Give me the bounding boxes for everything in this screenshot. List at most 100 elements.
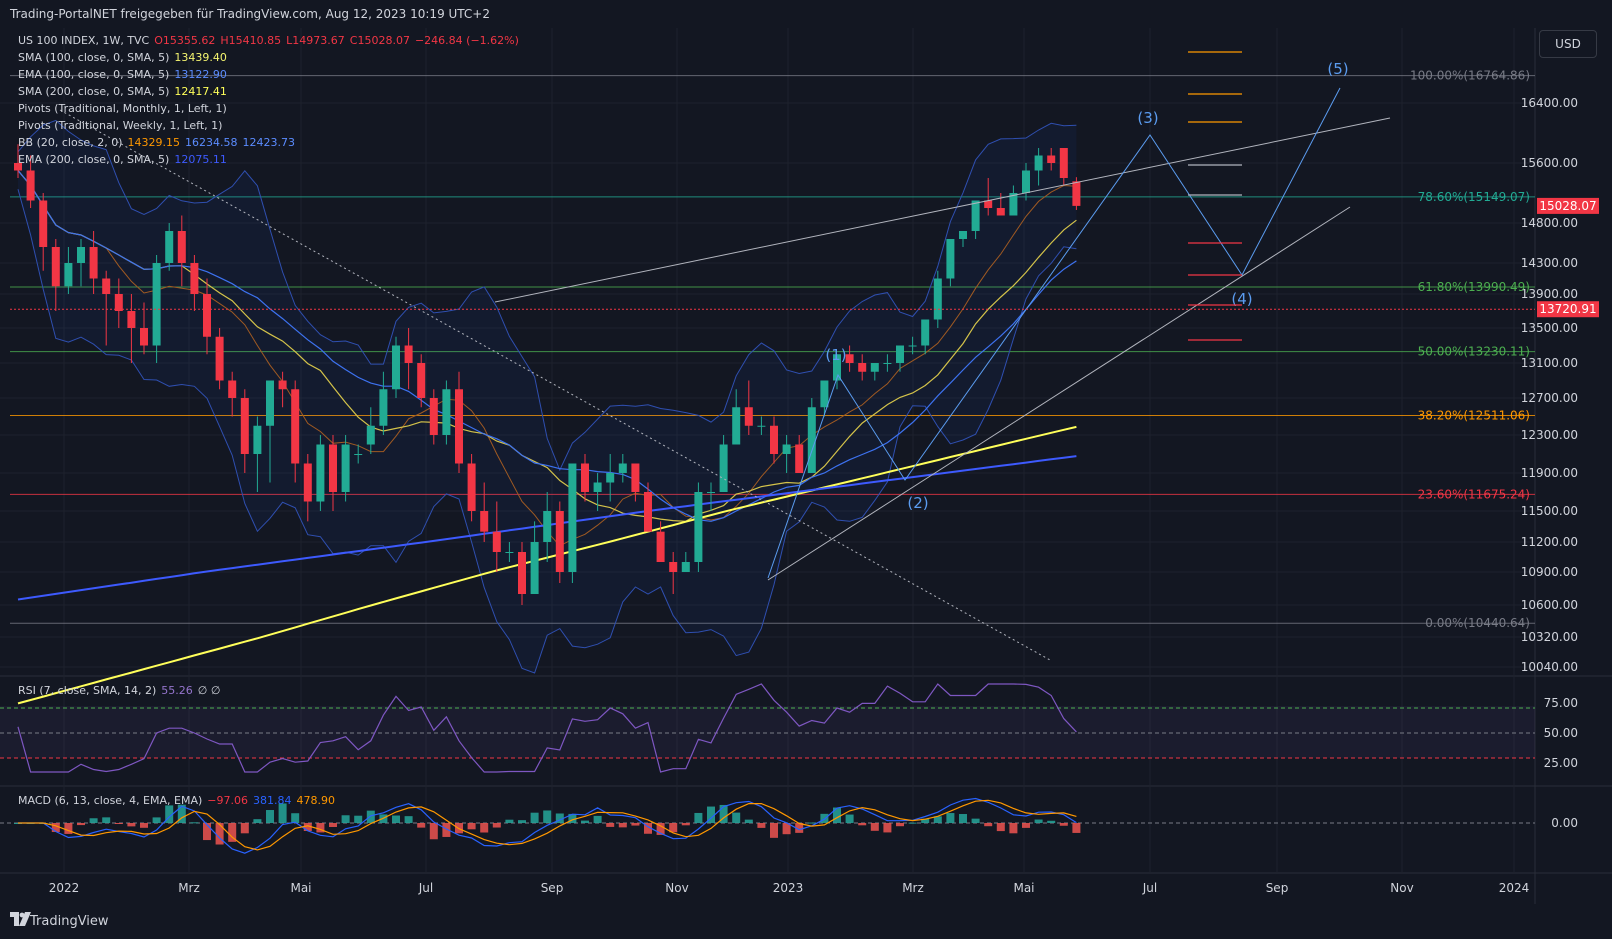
time-tick-label: Jul: [418, 881, 433, 895]
footer-brand: TradingView: [30, 914, 109, 929]
legend-close: C15028.07: [349, 34, 410, 47]
macd-histogram-bar: [606, 823, 615, 827]
candle-body: [971, 200, 980, 231]
macd-histogram-bar: [492, 823, 501, 828]
candle-body: [89, 247, 98, 279]
rsi-tick-label: 75.00: [1544, 696, 1578, 710]
macd-histogram-bar: [858, 823, 867, 826]
macd-histogram-bar: [996, 823, 1005, 832]
legend-sma200-value: 12417.41: [174, 85, 227, 98]
macd-histogram-bar: [656, 823, 665, 835]
candle-body: [215, 336, 224, 381]
wave-label: (2): [907, 494, 928, 512]
macd-histogram-bar: [228, 823, 237, 842]
macd-histogram-bar: [152, 817, 161, 823]
legend-pivw-label: Pivots (Traditional, Weekly, 1, Left, 1): [18, 119, 223, 132]
candle-body: [795, 444, 804, 473]
wave-label: (5): [1327, 60, 1348, 78]
candle-body: [644, 492, 652, 532]
candle-body: [341, 444, 350, 492]
macd-histogram-bar: [593, 815, 602, 823]
macd-histogram-bar: [51, 823, 60, 833]
legend-sma200: SMA (200, close, 0, SMA, 5) 12417.41: [18, 85, 232, 98]
fib-level-label: 50.00%(13230.11): [1418, 345, 1530, 359]
time-tick-label: Nov: [665, 881, 688, 895]
candle-body: [14, 163, 22, 171]
candle-body: [102, 278, 111, 294]
candle-body: [177, 231, 186, 263]
legend-sma200-label: SMA (200, close, 0, SMA, 5): [18, 85, 170, 98]
macd-histogram-bar: [64, 823, 73, 834]
candle-body: [64, 263, 73, 287]
macd-histogram-bar: [278, 803, 287, 823]
macd-histogram-bar: [921, 818, 930, 823]
candle-body: [883, 363, 892, 364]
candle-body: [858, 363, 867, 372]
macd-histogram-bar: [694, 812, 703, 823]
fib-level-label: 100.00%(16764.86): [1410, 69, 1530, 83]
time-tick-label: 2022: [49, 881, 80, 895]
macd-histogram-bar: [1072, 823, 1081, 833]
macd-histogram-bar: [795, 823, 804, 833]
last-price-badge: 15028.07: [1539, 199, 1596, 213]
candle-body: [1059, 148, 1068, 178]
elliott-wave-path: [767, 87, 1341, 579]
macd-histogram-bar: [505, 819, 514, 823]
price-tick-label: 10040.00: [1521, 660, 1578, 674]
price-tick-label: 11900.00: [1521, 466, 1578, 480]
macd-histogram-bar: [240, 823, 249, 834]
candle-body: [593, 482, 602, 492]
candle-body: [379, 389, 388, 426]
macd-histogram-bar: [883, 823, 892, 833]
candle-body: [505, 552, 514, 553]
macd-histogram-bar: [1034, 819, 1043, 823]
candle-body: [404, 345, 413, 363]
legend-ema200-value: 12075.11: [174, 153, 227, 166]
legend-sma100-label: SMA (100, close, 0, SMA, 5): [18, 51, 170, 64]
candle-body: [656, 531, 665, 562]
candle-body: [253, 425, 262, 454]
macd-histogram-bar: [845, 814, 854, 823]
legend-ema100-label: EMA (100, close, 0, SMA, 5): [18, 68, 170, 81]
candle-body: [77, 247, 85, 263]
candle-body: [568, 463, 577, 572]
macd-histogram-bar: [908, 822, 917, 824]
candle-body: [631, 463, 640, 492]
legend-high: H15410.85: [220, 34, 282, 47]
legend-ema100: EMA (100, close, 0, SMA, 5) 13122.90: [18, 68, 232, 81]
candle-body: [51, 247, 60, 287]
candle-body: [618, 463, 627, 473]
candle-body: [681, 562, 690, 572]
macd-histogram-bar: [303, 823, 312, 831]
legend-rsi-value: 55.26: [161, 684, 193, 697]
tradingview-logo-icon: [10, 912, 31, 926]
candle-body: [127, 311, 136, 328]
fib-level-label: 38.20%(12511.06): [1418, 408, 1530, 422]
macd-histogram-bar: [480, 823, 489, 833]
macd-histogram-bar: [190, 822, 199, 824]
legend-macd-hist: −97.06: [207, 794, 248, 807]
macd-histogram-bar: [291, 813, 300, 823]
candle-body: [984, 200, 993, 208]
rsi-line: [17, 683, 1077, 773]
macd-histogram-bar: [329, 823, 337, 827]
price-tick-label: 11200.00: [1521, 535, 1578, 549]
legend-pivots-monthly: Pivots (Traditional, Monthly, 1, Left, 1…: [18, 102, 232, 115]
legend-main: US 100 INDEX, 1W, TVC O15355.62 H15410.85 L…: [18, 34, 524, 47]
currency-button[interactable]: USD: [1539, 30, 1597, 58]
macd-histogram-bar: [732, 812, 741, 823]
time-tick-label: Mai: [1013, 881, 1034, 895]
macd-histogram-bar: [77, 823, 85, 826]
macd-histogram-bar: [467, 823, 476, 830]
candle-body: [480, 511, 489, 532]
macd-histogram-bar: [203, 823, 211, 841]
candle-body: [870, 363, 879, 372]
candle-body: [278, 380, 287, 390]
macd-histogram-bar: [266, 810, 274, 823]
candle-body: [1022, 170, 1030, 193]
legend-macd-label: MACD (6, 13, close, 4, EMA, EMA): [18, 794, 203, 807]
macd-tick-label: 0.00: [1551, 816, 1578, 830]
candle-body: [316, 444, 325, 502]
bollinger-lower: [17, 189, 1077, 674]
